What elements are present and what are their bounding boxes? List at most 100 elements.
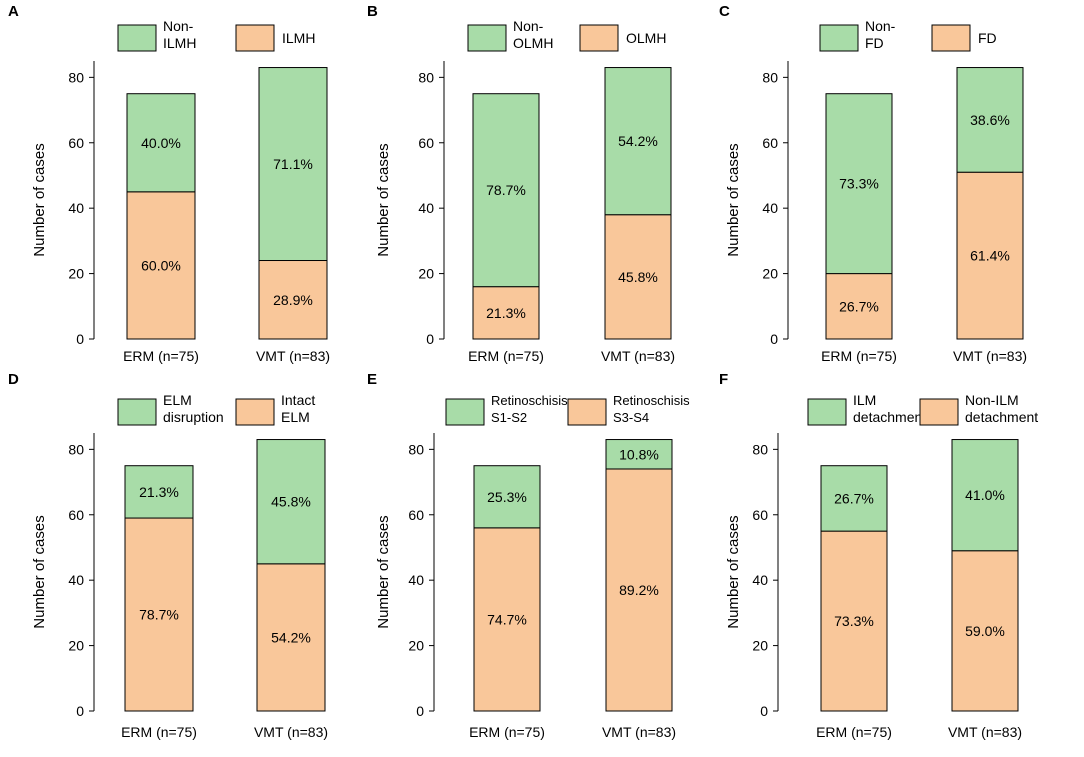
bar-percent-label: 78.7% — [139, 607, 179, 623]
y-tick-label: 40 — [408, 572, 424, 588]
legend-swatch — [235, 398, 275, 426]
y-tick-label: 80 — [418, 69, 434, 85]
bar-segment — [820, 465, 888, 532]
bar-percent-label: 78.7% — [486, 182, 526, 198]
bar-segment — [256, 439, 326, 565]
bar-segment — [126, 93, 196, 193]
x-category-label: ERM (n=75) — [121, 724, 197, 740]
legend-label: ILMH — [282, 30, 315, 46]
bar-segment — [472, 286, 540, 340]
panel-letter: B — [367, 3, 378, 20]
bar-percent-label: 61.4% — [970, 248, 1010, 264]
legend-label: Non- — [865, 18, 896, 34]
legend-label: S3-S4 — [613, 410, 649, 425]
legend-swatch — [567, 398, 607, 426]
bar-segment — [124, 465, 194, 519]
legend-label: Non- — [163, 18, 194, 34]
panel-letter: F — [719, 371, 728, 388]
bar-segment — [126, 191, 196, 340]
y-tick-label: 40 — [68, 572, 84, 588]
x-category-label: VMT (n=83) — [953, 348, 1027, 364]
bar-segment — [825, 93, 893, 275]
y-tick-label: 0 — [76, 331, 84, 347]
legend-swatch — [117, 398, 157, 426]
y-tick-label: 60 — [418, 135, 434, 151]
legend-swatch — [579, 24, 619, 52]
bar-percent-label: 26.7% — [834, 490, 874, 506]
legend-label: detachment — [853, 409, 926, 425]
legend-swatch — [117, 24, 157, 52]
panel-a: A 0 20 40 60 80 Number of cases 60.0% 40.0% ERM (… — [8, 3, 330, 364]
panel-letter: D — [8, 371, 19, 388]
bar-segment — [605, 468, 673, 712]
bar-percent-label: 54.2% — [271, 629, 311, 645]
legend-swatch — [931, 24, 971, 52]
bar-percent-label: 28.9% — [273, 292, 313, 308]
panel-d: D 0 20 40 60 80 Number of cases 78.7% 21.3% ERM (… — [8, 371, 328, 740]
legend-label: Non-ILM — [965, 392, 1019, 408]
bar-segment — [604, 67, 672, 216]
bar-percent-label: 45.8% — [271, 494, 311, 510]
x-category-label: ERM (n=75) — [469, 724, 545, 740]
legend-label: OLMH — [626, 30, 666, 46]
panel-e: E 0 20 40 60 80 Number of cases 74.7% 25.3% ERM (… — [367, 371, 690, 740]
y-axis-label: Number of cases — [31, 515, 48, 628]
legend-label: Non- — [513, 18, 544, 34]
bar-segment — [820, 530, 888, 712]
bar-percent-label: 59.0% — [965, 623, 1005, 639]
bar-segment — [258, 67, 328, 262]
y-tick-label: 20 — [418, 266, 434, 282]
y-axis-label: Number of cases — [725, 143, 742, 256]
bar-percent-label: 41.0% — [965, 487, 1005, 503]
y-tick-label: 20 — [68, 266, 84, 282]
y-tick-label: 0 — [770, 331, 778, 347]
bar-percent-label: 21.3% — [139, 484, 179, 500]
legend-swatch — [235, 24, 275, 52]
legend-label: ILM — [853, 392, 876, 408]
bar-percent-label: 25.3% — [487, 489, 527, 505]
legend-label: Retinoschisis — [491, 393, 568, 408]
y-tick-label: 80 — [68, 441, 84, 457]
bar-segment — [825, 273, 893, 340]
bar-percent-label: 73.3% — [839, 176, 879, 192]
legend-label: OLMH — [513, 35, 553, 51]
x-category-label: VMT (n=83) — [601, 348, 675, 364]
y-tick-label: 0 — [76, 703, 84, 719]
y-tick-label: 20 — [408, 638, 424, 654]
bar-segment — [956, 171, 1024, 340]
x-category-label: ERM (n=75) — [468, 348, 544, 364]
y-tick-label: 40 — [762, 200, 778, 216]
y-axis-label: Number of cases — [375, 143, 392, 256]
bar-percent-label: 60.0% — [141, 257, 181, 273]
bar-segment — [956, 67, 1024, 173]
bar-percent-label: 73.3% — [834, 613, 874, 629]
bar-segment — [256, 563, 326, 712]
bar-percent-label: 89.2% — [619, 582, 659, 598]
legend-label: ELM — [163, 392, 192, 408]
y-tick-label: 20 — [762, 266, 778, 282]
bar-segment — [124, 517, 194, 712]
bar-segment — [258, 260, 328, 340]
bar-percent-label: 26.7% — [839, 298, 879, 314]
legend-swatch — [807, 398, 847, 426]
panel-f: F 0 20 40 60 80 Number of cases 73.3% 26.7% ERM (… — [719, 371, 1038, 740]
legend-label: detachment — [965, 409, 1038, 425]
x-category-label: ERM (n=75) — [821, 348, 897, 364]
legend-label: FD — [978, 30, 997, 46]
y-tick-label: 60 — [408, 507, 424, 523]
bar-percent-label: 71.1% — [273, 156, 313, 172]
legend-swatch — [467, 24, 507, 52]
bar-percent-label: 54.2% — [618, 133, 658, 149]
legend-label: ELM — [281, 409, 310, 425]
panel-c: C 0 20 40 60 80 Number of cases 26.7% 73.3% ERM (… — [719, 3, 1027, 364]
legend-swatch — [819, 24, 859, 52]
y-tick-label: 40 — [418, 200, 434, 216]
y-tick-label: 0 — [760, 703, 768, 719]
x-category-label: VMT (n=83) — [948, 724, 1022, 740]
bar-percent-label: 45.8% — [618, 269, 658, 285]
panel-letter: E — [367, 371, 377, 388]
y-tick-label: 60 — [752, 507, 768, 523]
bar-percent-label: 38.6% — [970, 112, 1010, 128]
y-tick-label: 80 — [68, 69, 84, 85]
bar-segment — [605, 439, 673, 470]
